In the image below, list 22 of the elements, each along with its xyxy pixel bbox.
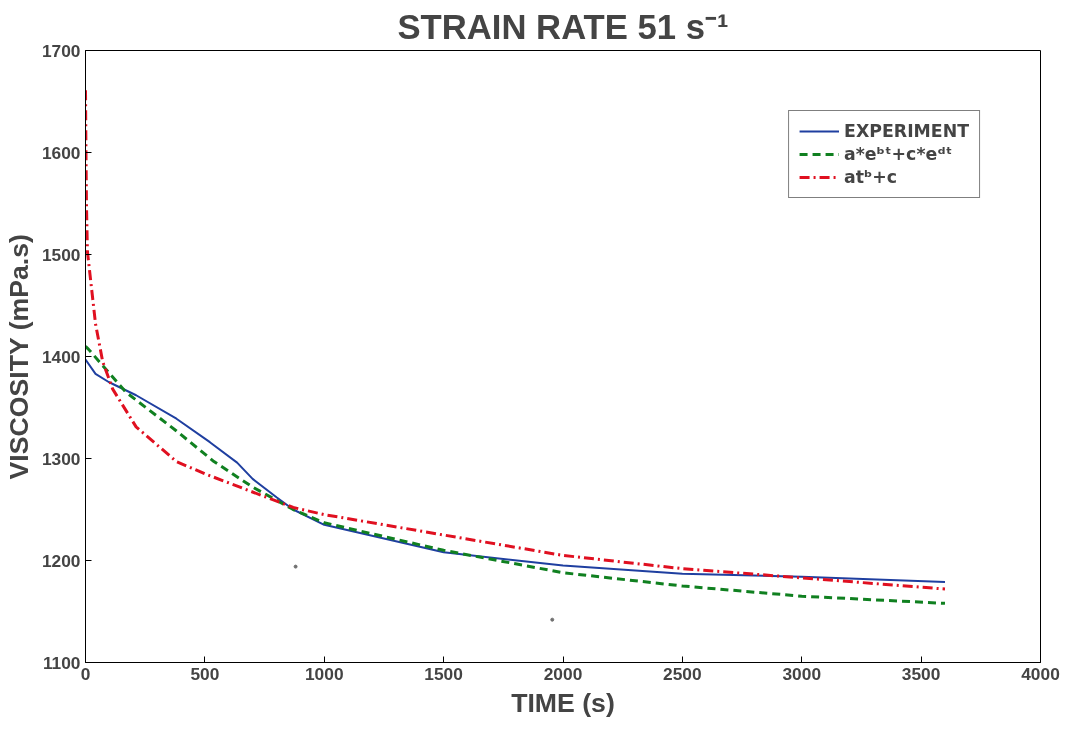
y-tick-label: 1600: [41, 142, 81, 163]
chart-title: STRAIN RATE 51 s⁻¹: [397, 7, 729, 46]
x-tick-label: 1500: [424, 663, 463, 684]
x-tick-label: 2000: [543, 663, 583, 684]
x-tick-label: 1000: [304, 663, 344, 684]
legend-label: a*eᵇᵗ+c*eᵈᵗ: [844, 144, 953, 164]
y-axis-title: VISCOSITY (mPa.s): [3, 234, 34, 480]
y-tick-label: 1200: [41, 550, 81, 571]
y-tick-label: 1400: [41, 346, 81, 367]
y-tick-label: 1700: [41, 40, 81, 61]
legend-label: EXPERIMENT: [844, 121, 969, 141]
y-tick-label: 1500: [41, 244, 81, 265]
y-tick-label: 1300: [41, 448, 81, 469]
x-tick-label: 0: [80, 663, 91, 684]
x-tick-label: 500: [190, 663, 220, 684]
x-tick-label: 3500: [901, 663, 941, 684]
legend-label: atᵇ+c: [844, 167, 898, 187]
y-tick-label: 1100: [42, 652, 81, 673]
x-axis-title: TIME (s): [511, 687, 615, 718]
x-tick-label: 3000: [782, 663, 822, 684]
x-tick-label: 2500: [663, 663, 702, 684]
x-tick-label: 4000: [1021, 663, 1060, 684]
